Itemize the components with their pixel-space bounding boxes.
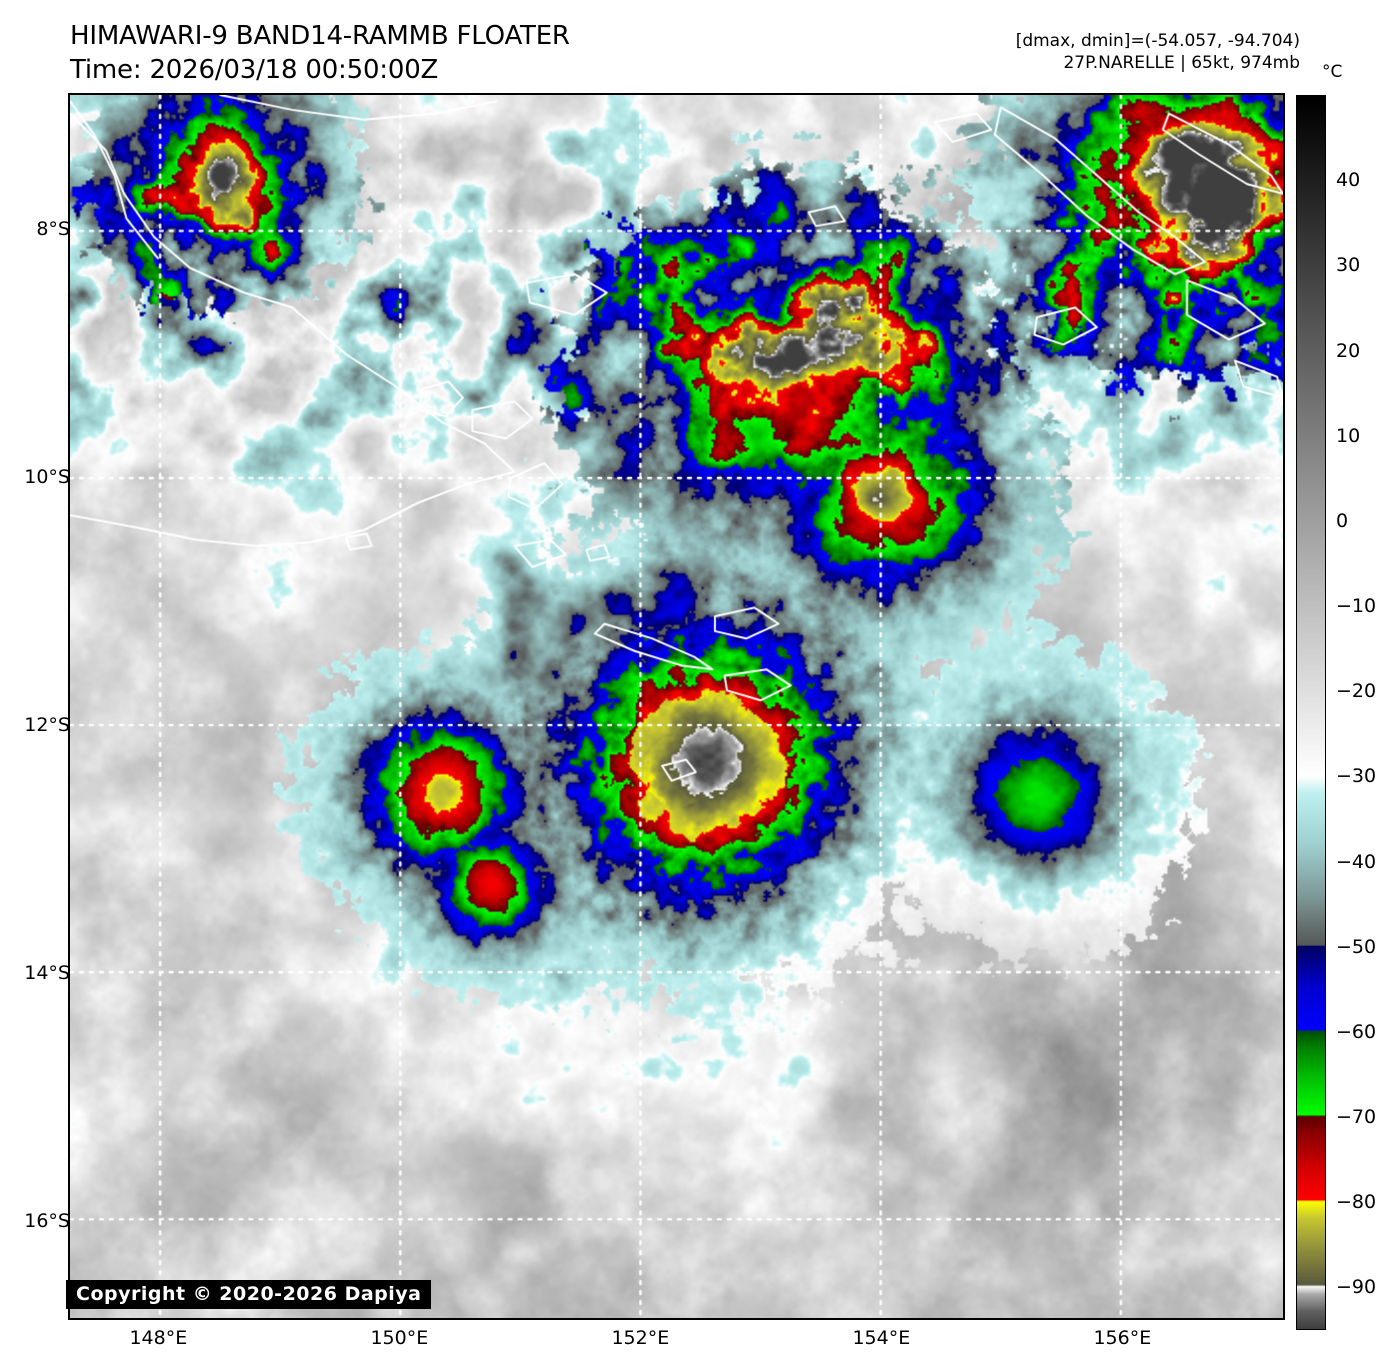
- longitude-tick-150: 150°E: [370, 1327, 429, 1349]
- dminmax-label: [dmax, dmin]=(-54.057, -94.704): [1015, 31, 1300, 51]
- colorbar-tick--90: −90: [1336, 1276, 1377, 1299]
- latitude-tick-12: 12°S: [24, 714, 70, 737]
- latitude-tick-10: 10°S: [24, 466, 70, 489]
- page-title: HIMAWARI-9 BAND14-RAMMB FLOATER: [70, 21, 570, 51]
- longitude-tick-156: 156°E: [1093, 1327, 1152, 1349]
- metadata-block: [dmax, dmin]=(-54.057, -94.704) 27P.NARE…: [1016, 30, 1300, 75]
- copyright-watermark: Copyright © 2020-2026 Dapiya: [66, 1280, 432, 1309]
- colorbar-tick--40: −40: [1336, 850, 1377, 873]
- colorbar-tick--60: −60: [1336, 1020, 1377, 1043]
- latitude-tick-14: 14°S: [24, 961, 70, 984]
- timestamp-label: Time: 2026/03/18 00:50:00Z: [70, 54, 439, 85]
- colorbar-tick--10: −10: [1336, 595, 1377, 618]
- colorbar-tick--80: −80: [1336, 1191, 1377, 1214]
- latitude-tick-8: 8°S: [36, 218, 70, 241]
- colorbar-tick-40: 40: [1336, 169, 1361, 192]
- temperature-colorbar[interactable]: [1296, 95, 1326, 1330]
- colorbar-tick-20: 20: [1336, 339, 1361, 362]
- colorbar-tick-10: 10: [1336, 424, 1361, 447]
- colorbar-tick-0: 0: [1336, 509, 1349, 532]
- colorbar-tick--20: −20: [1336, 680, 1377, 703]
- storm-info-label: 27P.NARELLE | 65kt, 974mb: [1063, 53, 1300, 74]
- colorbar-tick--70: −70: [1336, 1106, 1377, 1129]
- longitude-tick-148: 148°E: [129, 1327, 188, 1349]
- satellite-image-plot[interactable]: [68, 93, 1285, 1320]
- longitude-tick-154: 154°E: [852, 1327, 911, 1349]
- colorbar-tick--30: −30: [1336, 765, 1377, 788]
- latitude-tick-16: 16°S: [24, 1209, 70, 1232]
- colorbar-tick-30: 30: [1336, 254, 1361, 277]
- colorbar-unit-label: °C: [1322, 62, 1343, 82]
- title-block: HIMAWARI-9 BAND14-RAMMB FLOATER Time: 20…: [70, 20, 570, 88]
- colorbar-gradient: [1297, 96, 1325, 1329]
- colorbar-tick--50: −50: [1336, 935, 1377, 958]
- longitude-tick-152: 152°E: [611, 1327, 670, 1349]
- coastline-and-gridline-overlay: [70, 95, 1283, 1318]
